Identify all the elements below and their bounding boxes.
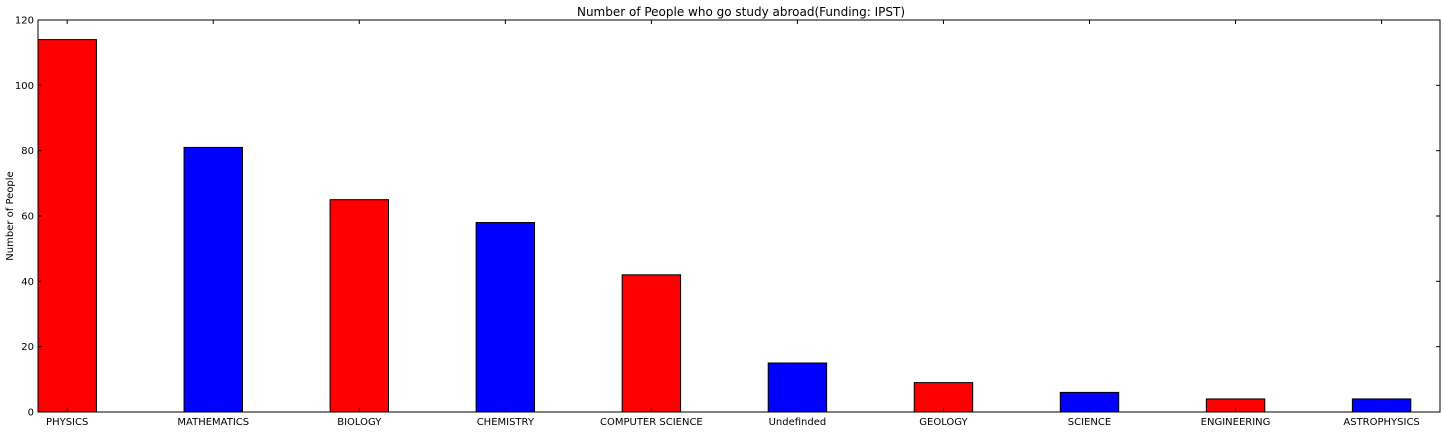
y-tick-label: 40 [21, 277, 34, 288]
y-tick-label: 0 [28, 408, 34, 419]
bar-geology [913, 382, 974, 413]
x-tick-label: COMPUTER SCIENCE [600, 417, 703, 428]
y-tick-label: 120 [15, 16, 34, 27]
x-tick-label: ENGINEERING [1201, 417, 1271, 428]
bar-mathematics [183, 146, 243, 413]
bar-physics [37, 39, 97, 413]
x-axis-ticks: PHYSICS MATHEMATICS BIOLOGY CHEMISTRY COMPUT… [46, 20, 1420, 428]
x-tick-label: CHEMISTRY [477, 417, 535, 428]
plot-frame [37, 19, 1441, 413]
bar-biology [329, 199, 390, 413]
x-tick-label: GEOLOGY [919, 417, 968, 428]
bar-computer-science [621, 274, 682, 413]
x-tick-label: SCIENCE [1068, 417, 1111, 428]
x-tick-label: Undefinded [769, 417, 827, 428]
x-tick-label: BIOLOGY [337, 417, 382, 428]
y-axis-ticks: 0 20 40 60 80 100 120 [15, 16, 1440, 419]
x-tick-label: PHYSICS [46, 417, 88, 428]
bars-group [37, 39, 1412, 413]
bar-chemistry [475, 222, 536, 413]
y-tick-label: 20 [21, 342, 34, 353]
chart-title: Number of People who go study abroad(Fun… [577, 5, 905, 19]
x-tick-label: ASTROPHYSICS [1343, 417, 1419, 428]
y-axis-label: Number of People [5, 171, 16, 260]
y-tick-label: 80 [21, 146, 34, 157]
x-tick-label: MATHEMATICS [177, 417, 249, 428]
bar-undefinded [767, 362, 828, 413]
y-tick-label: 60 [21, 212, 34, 223]
y-tick-label: 100 [15, 81, 34, 92]
